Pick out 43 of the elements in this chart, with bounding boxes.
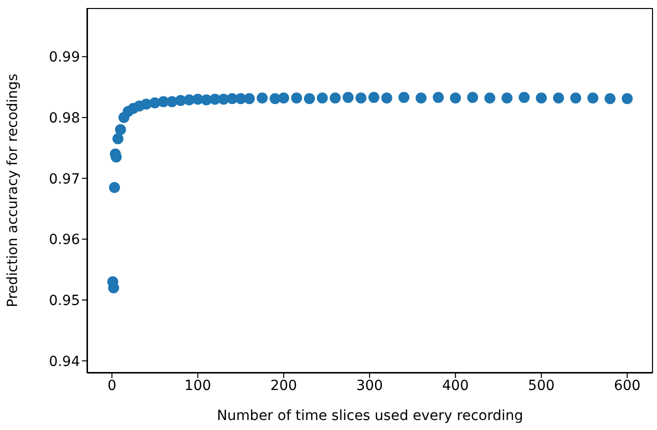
point <box>622 93 633 104</box>
y-tick-label: 0.96 <box>48 232 80 248</box>
y-tick-label: 0.95 <box>48 292 80 309</box>
point <box>604 93 616 104</box>
y-tick-label: 0.99 <box>48 50 80 66</box>
point <box>316 92 328 104</box>
point <box>553 92 564 104</box>
point <box>450 92 461 104</box>
x-tick-label: 0 <box>107 378 116 394</box>
point <box>355 92 366 104</box>
point <box>467 92 478 103</box>
point <box>501 92 512 104</box>
point <box>381 92 392 104</box>
point <box>330 92 341 104</box>
point <box>114 124 126 136</box>
point <box>518 92 530 103</box>
point <box>112 133 124 144</box>
x-tick-label: 200 <box>270 378 298 394</box>
point <box>304 93 315 104</box>
point <box>108 182 120 193</box>
point <box>416 92 427 104</box>
x-tick-label: 500 <box>528 378 555 394</box>
point <box>432 92 444 103</box>
point <box>398 92 410 103</box>
x-axis-title: Number of time slices used every recording <box>216 408 524 424</box>
y-axis-title: Prediction accuracy for recodings <box>4 74 21 308</box>
point <box>256 92 268 104</box>
point <box>536 92 547 104</box>
x-tick-label: 600 <box>614 378 641 394</box>
x-tick-label: 400 <box>442 378 469 394</box>
point <box>342 92 354 103</box>
point <box>587 92 598 104</box>
x-tick-label: 100 <box>184 378 212 394</box>
point <box>291 92 302 104</box>
y-tick-label: 0.94 <box>48 354 80 370</box>
point <box>368 92 380 103</box>
y-tick-label: 0.98 <box>48 110 80 126</box>
y-tick-label: 0.97 <box>48 171 80 188</box>
point <box>278 92 290 104</box>
point <box>244 93 255 104</box>
point <box>484 92 496 104</box>
point <box>570 92 582 104</box>
x-tick-label: 300 <box>356 378 383 394</box>
